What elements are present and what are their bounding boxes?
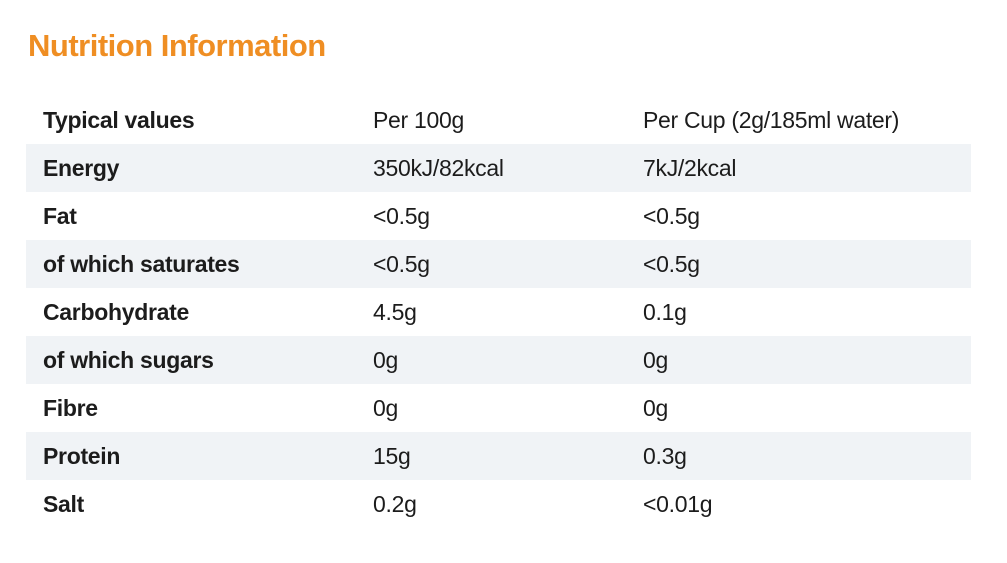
table-row: Fat <0.5g <0.5g — [26, 192, 971, 240]
row-label: Energy — [43, 154, 120, 181]
column-header-per-cup: Per Cup (2g/185ml water) — [643, 106, 900, 133]
per-cup-value: 0.3g — [643, 442, 687, 469]
per-cup-value: 0g — [643, 346, 668, 373]
row-label: of which sugars — [43, 346, 214, 373]
row-label: Salt — [43, 490, 84, 517]
per-cup-value: 7kJ/2kcal — [643, 154, 737, 181]
per-100g-value: 4.5g — [373, 298, 417, 325]
per-cup-value: <0.01g — [643, 490, 713, 517]
table-row: Salt 0.2g <0.01g — [26, 480, 971, 528]
per-cup-value: <0.5g — [643, 202, 700, 229]
per-cup-value: 0.1g — [643, 298, 687, 325]
per-cup-value: 0g — [643, 394, 668, 421]
per-100g-value: 0g — [373, 346, 398, 373]
table-row: Fibre 0g 0g — [26, 384, 971, 432]
row-label: Fat — [43, 202, 77, 229]
row-label: of which saturates — [43, 250, 240, 277]
page-title: Nutrition Information — [28, 28, 326, 63]
table-row: of which saturates <0.5g <0.5g — [26, 240, 971, 288]
nutrition-panel: Nutrition Information Typical values Per… — [26, 28, 971, 528]
table-row: of which sugars 0g 0g — [26, 336, 971, 384]
per-100g-value: 15g — [373, 442, 411, 469]
column-header-per-100g: Per 100g — [373, 106, 464, 133]
per-100g-value: <0.5g — [373, 202, 430, 229]
row-label: Protein — [43, 442, 121, 469]
per-100g-value: 0g — [373, 394, 398, 421]
row-label: Carbohydrate — [43, 298, 189, 325]
table-body: Energy 350kJ/82kcal 7kJ/2kcal Fat <0.5g <0.5g… — [26, 144, 971, 528]
table-row: Carbohydrate 4.5g 0.1g — [26, 288, 971, 336]
table-row: Protein 15g 0.3g — [26, 432, 971, 480]
table-header-row: Typical values Per 100g Per Cup (2g/185m… — [26, 96, 971, 144]
per-100g-value: 350kJ/82kcal — [373, 154, 504, 181]
row-label: Fibre — [43, 394, 98, 421]
per-cup-value: <0.5g — [643, 250, 700, 277]
nutrition-table: Typical values Per 100g Per Cup (2g/185m… — [26, 96, 971, 528]
per-100g-value: <0.5g — [373, 250, 430, 277]
table-row: Energy 350kJ/82kcal 7kJ/2kcal — [26, 144, 971, 192]
column-header-typical-values: Typical values — [43, 106, 195, 133]
per-100g-value: 0.2g — [373, 490, 417, 517]
